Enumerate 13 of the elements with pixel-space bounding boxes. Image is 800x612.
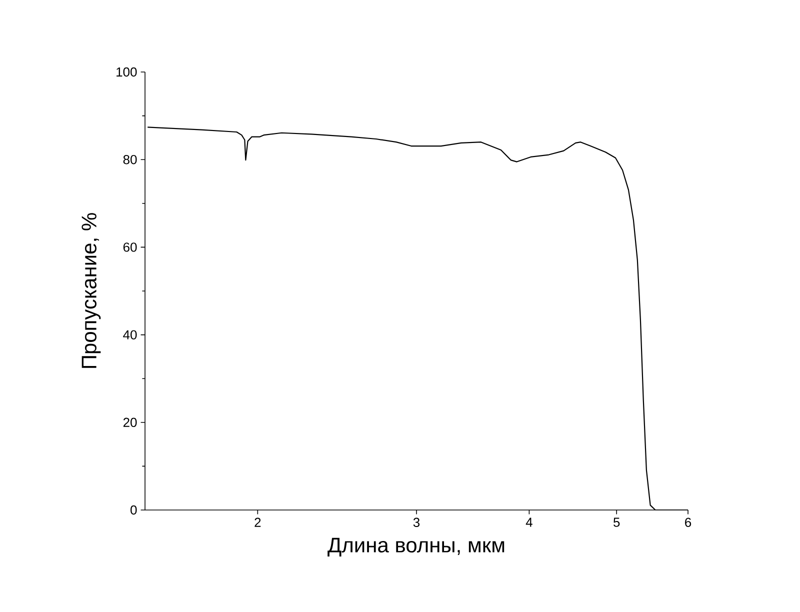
y-tick-label: 100 <box>116 67 137 77</box>
x-tick-label: 4 <box>526 518 532 527</box>
x-tick-label: 2 <box>254 518 261 527</box>
y-tick-label: 0 <box>130 505 137 515</box>
y-tick-label: 20 <box>123 418 137 427</box>
y-tick-label: 60 <box>123 242 137 252</box>
x-tick-label: 3 <box>413 518 420 527</box>
x-tick-label: 6 <box>685 518 692 527</box>
x-axis-title: Длина волны, мкм <box>328 538 504 556</box>
x-tick-label: 5 <box>613 518 620 527</box>
y-tick-label: 40 <box>123 330 137 340</box>
y-tick-label: 80 <box>123 154 137 164</box>
y-axis-title: Пропускание, % <box>82 213 101 368</box>
